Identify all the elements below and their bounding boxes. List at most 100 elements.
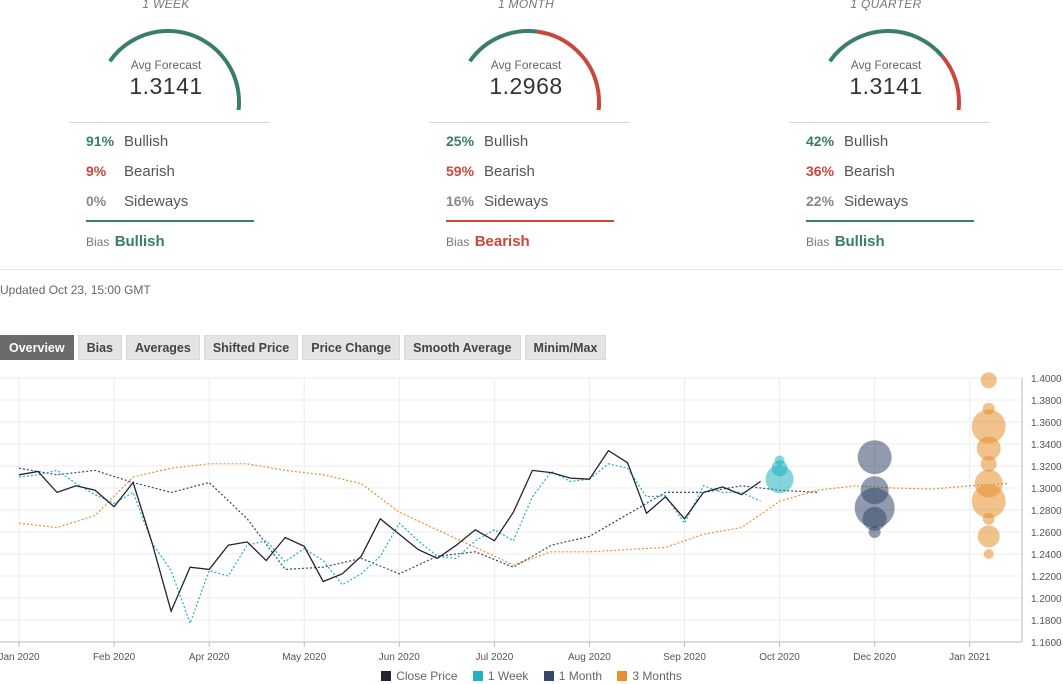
bearish-label: Bearish — [124, 163, 175, 180]
bearish-row: 9% Bearish — [86, 163, 175, 180]
forecast-gauge — [468, 29, 601, 110]
bias-value: Bearish — [474, 233, 530, 250]
gauge-segment-bullish — [468, 29, 538, 63]
y-tick-label: 1.2200 — [1031, 572, 1062, 583]
section-divider — [0, 269, 1063, 270]
sideways-row: 22% Sideways — [806, 193, 908, 210]
x-tick-label: Jan 2021 — [949, 652, 991, 663]
x-tick-label: Sep 2020 — [663, 652, 706, 663]
period-label: 1 QUARTER — [850, 0, 922, 11]
legend-label: Close Price — [396, 669, 458, 683]
bullish-label: Bullish — [844, 133, 889, 150]
avg-forecast-value: 1.3141 — [849, 73, 923, 99]
tab-overview[interactable]: Overview — [0, 335, 74, 360]
forecast-bubbles-1-month — [854, 440, 895, 538]
sideways-row: 16% Sideways — [446, 193, 548, 210]
legend-swatch — [472, 671, 483, 681]
separator — [70, 122, 270, 123]
chart-tabs: Overview Bias Averages Shifted Price Pri… — [0, 335, 607, 360]
tab-price-change[interactable]: Price Change — [302, 335, 401, 360]
forecast-bubble[interactable] — [980, 372, 997, 389]
forecast-bubble[interactable] — [983, 549, 994, 559]
forecast-chart: 1.1600 1.1800 1.2000 1.2200 1.2400 1.2600 1.28… — [0, 372, 1062, 663]
forecast-bubble[interactable] — [860, 476, 889, 505]
tab-bias[interactable]: Bias — [77, 335, 122, 360]
forecast-bubble[interactable] — [862, 506, 887, 531]
x-tick-label: Oct 2020 — [759, 652, 800, 663]
x-tick-label: Jan 2020 — [0, 652, 40, 663]
x-tick-label: Dec 2020 — [853, 652, 896, 663]
sideways-pct: 16% — [446, 193, 475, 209]
x-tick-label: Feb 2020 — [93, 652, 136, 663]
y-tick-label: 1.2000 — [1031, 594, 1062, 605]
x-tick-label: Apr 2020 — [189, 652, 230, 663]
sideways-label: Sideways — [484, 193, 549, 210]
chart-legend: Close Price 1 Week 1 Month 3 Months — [0, 669, 1063, 684]
forecast-bubble[interactable] — [980, 455, 997, 472]
gauge-segment-bullish — [108, 29, 241, 110]
y-tick-label: 1.3400 — [1031, 440, 1062, 451]
sideways-pct: 22% — [806, 193, 835, 209]
legend-item-1-month[interactable]: 1 Month — [543, 669, 602, 683]
gauge-segment-bullish — [828, 29, 944, 63]
legend-swatch — [543, 671, 554, 681]
y-tick-label: 1.1600 — [1031, 638, 1062, 649]
forecast-bubble[interactable] — [765, 465, 794, 494]
updated-timestamp: Updated Oct 23, 15:00 GMT — [0, 283, 151, 297]
forecast-bubble[interactable] — [857, 440, 892, 475]
series-line-1-month — [18, 467, 818, 575]
period-label: 1 WEEK — [142, 0, 190, 11]
forecast-gauge — [108, 29, 241, 110]
separator — [430, 122, 630, 123]
bullish-label: Bullish — [484, 133, 529, 150]
gauge-segment-bearish — [537, 29, 601, 110]
x-tick-label: Aug 2020 — [568, 652, 611, 663]
y-tick-label: 1.2400 — [1031, 550, 1062, 561]
bias-value: Bullish — [834, 233, 885, 250]
tab-smooth-average[interactable]: Smooth Average — [404, 335, 521, 360]
tab-averages[interactable]: Averages — [126, 335, 200, 360]
forecast-bubble[interactable] — [771, 460, 788, 477]
tab-minim-max[interactable]: Minim/Max — [524, 335, 607, 360]
legend-item-1-week[interactable]: 1 Week — [472, 669, 528, 683]
forecast-bubble[interactable] — [977, 525, 1000, 548]
forecast-bubbles-3-months — [971, 372, 1006, 559]
legend-swatch — [617, 671, 628, 681]
forecast-bubble[interactable] — [976, 436, 1001, 461]
separator — [790, 122, 990, 123]
bias-label: Bias — [806, 235, 830, 249]
series-line-close-price — [18, 449, 761, 614]
bullish-row: 25% Bullish — [446, 133, 528, 150]
gauge-segment-bearish — [940, 55, 961, 110]
tab-shifted-price[interactable]: Shifted Price — [203, 335, 299, 360]
forecast-bubble[interactable] — [971, 484, 1006, 519]
bias-underline — [446, 220, 614, 222]
bearish-label: Bearish — [484, 163, 535, 180]
bias-underline — [806, 220, 974, 222]
forecast-bubble[interactable] — [971, 409, 1006, 444]
bullish-pct: 42% — [806, 133, 835, 149]
y-tick-label: 1.2600 — [1031, 528, 1062, 539]
forecast-bubble[interactable] — [868, 526, 881, 538]
bias-label: Bias — [446, 235, 470, 249]
bullish-pct: 25% — [446, 133, 475, 149]
bullish-row: 42% Bullish — [806, 133, 888, 150]
sideways-row: 0% Sideways — [86, 193, 188, 210]
forecast-bubble[interactable] — [982, 512, 995, 525]
y-tick-label: 1.3000 — [1031, 484, 1062, 495]
y-tick-label: 1.3200 — [1031, 462, 1062, 473]
x-tick-label: Jun 2020 — [379, 652, 421, 663]
legend-item-3-months[interactable]: 3 Months — [617, 669, 682, 683]
bearish-row: 59% Bearish — [446, 163, 535, 180]
series-line-3-months — [18, 463, 1008, 566]
bearish-row: 36% Bearish — [806, 163, 895, 180]
bearish-pct: 59% — [446, 163, 475, 179]
sideways-pct: 0% — [86, 193, 107, 209]
bearish-pct: 36% — [806, 163, 835, 179]
legend-item-close-price[interactable]: Close Price — [381, 669, 458, 683]
legend-label: 3 Months — [632, 669, 682, 683]
sideways-label: Sideways — [124, 193, 189, 210]
bias-summary: Bias Bearish — [446, 233, 530, 250]
forecast-bubble[interactable] — [774, 455, 785, 466]
bullish-pct: 91% — [86, 133, 115, 149]
